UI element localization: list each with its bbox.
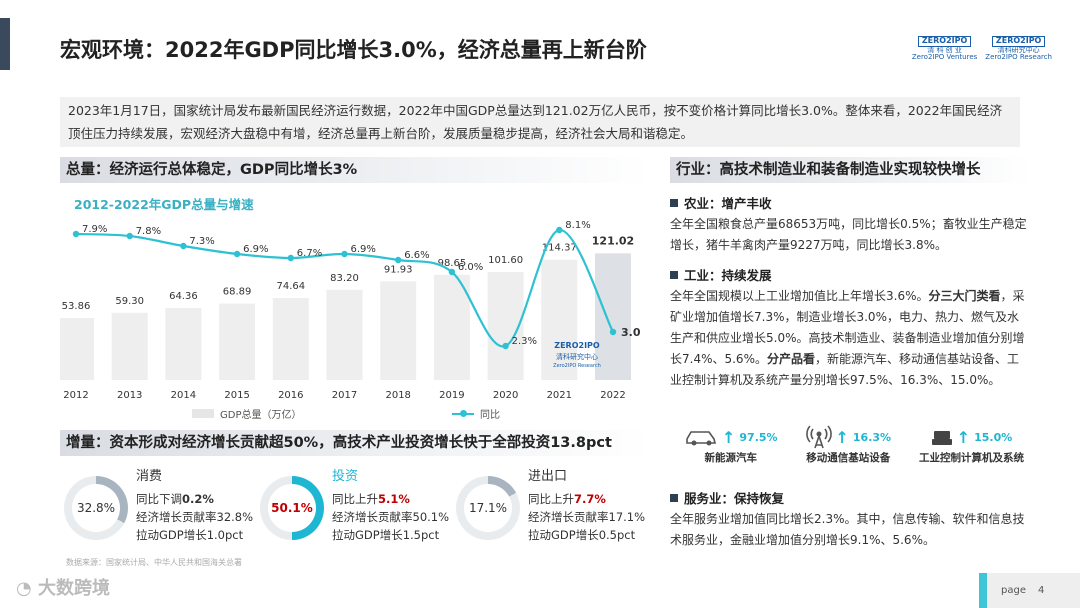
line-label: 7.3%	[189, 236, 214, 247]
arrow-up-icon: ↑	[956, 427, 971, 447]
service-block: 服务业：保持恢复 全年服务业增加值同比增长2.3%。其中，信息传输、软件和信息技…	[670, 488, 1030, 551]
bar-label: 121.02	[592, 234, 634, 247]
x-tick-label: 2016	[278, 390, 303, 401]
line-label: 7.9%	[82, 224, 107, 235]
bar-label: 114.37	[542, 243, 577, 254]
legend-bar: GDP总量（万亿）	[192, 406, 301, 421]
bar	[541, 259, 578, 380]
ipc-item: ↑ 15.0% 工业控制计算机及系统	[919, 427, 1024, 465]
bar	[272, 298, 309, 380]
legend-line: 同比	[452, 406, 500, 421]
line-point	[556, 226, 563, 234]
antenna-icon	[805, 425, 832, 449]
bar	[219, 303, 256, 380]
legend-line-swatch	[452, 409, 474, 417]
line-point	[448, 268, 456, 276]
bar-label: 53.86	[62, 301, 91, 312]
x-tick-label: 2019	[439, 390, 464, 401]
watermark-icon: ◔	[16, 578, 32, 599]
chart-title: 2012-2022年GDP总量与增速	[74, 197, 254, 212]
car-icon	[686, 431, 717, 446]
ring-chart: 50.1%	[260, 476, 324, 540]
ring-consumption: 32.8% 消费 同比下调0.2% 经济增长贡献率32.8% 拉动GDP增长1.…	[64, 468, 264, 548]
bar	[595, 253, 631, 380]
industry-block: 工业：持续发展 全年全国规模以上工业增加值比上年增长3.6%。分三大门类看，采矿…	[670, 265, 1030, 391]
chart-watermark-cn: 清科研究中心	[556, 352, 598, 361]
line-point	[609, 328, 617, 336]
line-label: 3.0%	[621, 326, 640, 339]
zero2ipo-ventures-logo: ZERO2IPO 清 科 创 业 Zero2IPO Ventures	[911, 36, 978, 62]
x-tick-label: 2014	[171, 390, 196, 401]
ring-investment: 50.1% 投资 同比上升5.1% 经济增长贡献率50.1% 拉动GDP增长1.…	[260, 468, 460, 548]
line-point	[126, 232, 133, 240]
line-label: 6.6%	[404, 250, 429, 261]
bar	[433, 274, 470, 380]
logo-group: ZERO2IPO 清 科 创 业 Zero2IPO Ventures ZERO2…	[912, 36, 1052, 62]
arrow-up-icon: ↑	[722, 427, 736, 447]
x-tick-label: 2020	[493, 390, 518, 401]
line-point	[180, 242, 187, 250]
chart-watermark-logo: ZERO2IPO	[554, 341, 600, 350]
section-increment-title: 增量：资本形成对经济增长贡献超50%，高技术产业投资增长快于全部投资13.8pc…	[60, 430, 650, 456]
arrow-up-icon: ↑	[835, 427, 849, 447]
product-icons: ↑ 97.5% 新能源汽车 ↑ 16.3% 移动通信基站设备 ↑ 15.0% 工…	[684, 424, 1024, 465]
x-tick-label: 2017	[332, 390, 357, 401]
bar	[326, 289, 363, 380]
section-industry-title: 行业：高技术制造业和装备制造业实现较快增长	[670, 157, 1030, 183]
legend-bar-swatch	[192, 409, 214, 418]
line-point	[502, 342, 509, 350]
bar-label: 68.89	[223, 287, 252, 298]
page-title: 宏观环境：2022年GDP同比增长3.0%，经济总量再上新台阶	[60, 38, 647, 62]
line-point	[233, 250, 241, 258]
bar-label: 64.36	[169, 291, 198, 302]
section-total-title: 总量：经济运行总体稳定，GDP同比增长3%	[60, 157, 650, 183]
ring-chart: 17.1%	[456, 476, 520, 540]
line-label: 2.3%	[512, 336, 537, 347]
agri-block: 农业：增产丰收 全年全国粮食总产量68653万吨，同比增长0.5%；畜牧业生产稳…	[670, 193, 1030, 256]
bar-label: 74.64	[276, 281, 305, 292]
line-label: 8.1%	[565, 220, 590, 231]
bar-label: 83.20	[330, 273, 359, 284]
bar-label: 59.30	[115, 296, 144, 307]
line-label: 6.7%	[297, 248, 322, 259]
line-label: 7.8%	[136, 226, 161, 237]
line-point	[287, 254, 294, 262]
computer-icon	[931, 431, 952, 445]
line-label: 6.9%	[351, 244, 376, 255]
nev-item: ↑ 97.5% 新能源汽车	[684, 424, 778, 465]
bar-label: 91.93	[384, 264, 413, 275]
x-tick-label: 2012	[63, 390, 88, 401]
page-indicator: page 4	[979, 573, 1080, 608]
line-point	[395, 256, 402, 264]
x-tick-label: 2015	[224, 390, 249, 401]
line-point	[341, 250, 348, 258]
header-band	[0, 0, 1080, 72]
line-label: 6.9%	[243, 244, 268, 255]
data-source: 数据来源：国家统计局、中华人民共和国海关总署	[66, 558, 242, 567]
bar	[380, 281, 417, 380]
accent-bar	[0, 18, 10, 70]
gdp-chart: 53.86 2012 59.30 2013 64.36 2014 68.89 2015 74.6…	[60, 220, 640, 401]
chart-watermark-en: Zero2IPO Research	[553, 363, 601, 369]
x-tick-label: 2022	[600, 390, 625, 401]
ring-trade: 17.1% 进出口 同比上升7.7% 经济增长贡献率17.1% 拉动GDP增长0…	[456, 468, 656, 548]
watermark: ◔ 大数跨境	[16, 578, 110, 599]
intro-paragraph: 2023年1月17日，国家统计局发布最新国民经济运行数据，2022年中国GDP总…	[60, 97, 1020, 147]
ring-chart: 32.8%	[64, 476, 128, 540]
base-station-item: ↑ 16.3% 移动通信基站设备	[805, 424, 891, 465]
bar	[165, 307, 202, 380]
line-point	[72, 230, 80, 238]
x-tick-label: 2021	[547, 390, 572, 401]
bar	[60, 318, 94, 380]
zero2ipo-research-logo: ZERO2IPO 清科研究中心 Zero2IPO Research	[985, 36, 1052, 62]
bar-label: 101.60	[488, 255, 523, 266]
line-label: 6.0%	[458, 262, 483, 273]
bar-label: 98.65	[438, 258, 467, 269]
x-tick-label: 2018	[385, 390, 410, 401]
bar	[111, 312, 148, 380]
x-tick-label: 2013	[117, 390, 142, 401]
